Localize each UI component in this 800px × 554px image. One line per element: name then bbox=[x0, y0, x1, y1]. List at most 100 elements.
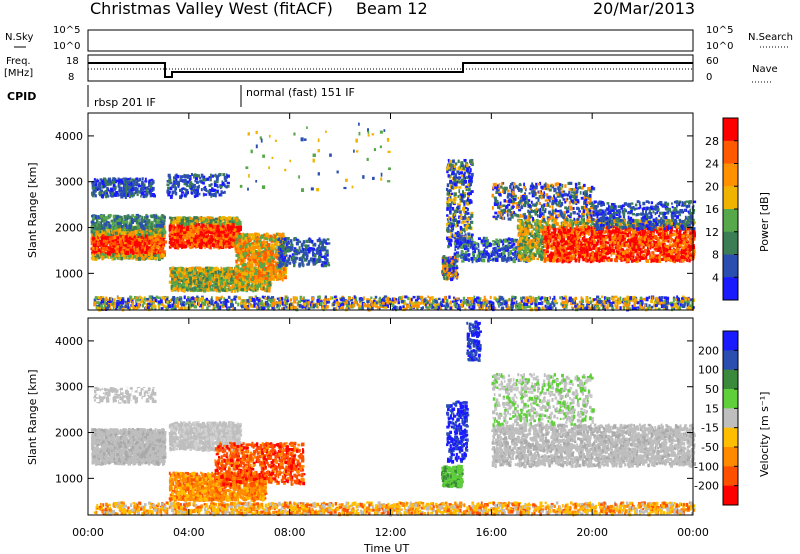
range-cell bbox=[191, 287, 194, 291]
range-cell bbox=[186, 236, 188, 240]
range-cell bbox=[205, 288, 208, 292]
range-cell bbox=[223, 225, 227, 228]
range-cell bbox=[224, 289, 227, 292]
cpid-program-2: normal (fast) 151 IF bbox=[246, 86, 355, 99]
range-cell bbox=[212, 224, 216, 228]
range-cell bbox=[124, 249, 127, 252]
range-cell bbox=[180, 266, 184, 270]
range-cell bbox=[189, 288, 192, 291]
range-cell bbox=[169, 223, 173, 227]
range-cell bbox=[187, 176, 190, 179]
range-cell bbox=[172, 217, 175, 222]
range-cell bbox=[136, 182, 139, 187]
range-cell bbox=[108, 234, 112, 238]
range-cell bbox=[211, 275, 214, 280]
range-cell bbox=[208, 192, 212, 196]
range-cell bbox=[160, 245, 164, 249]
range-cell bbox=[184, 269, 188, 272]
range-cell bbox=[191, 266, 195, 271]
range-cell bbox=[153, 241, 156, 245]
range-cell bbox=[178, 218, 182, 223]
range-cell bbox=[91, 233, 94, 238]
range-cell bbox=[92, 215, 95, 220]
range-cell bbox=[225, 242, 228, 246]
range-cell bbox=[206, 281, 209, 285]
freq-unit: [MHz] bbox=[4, 68, 33, 79]
range-cell bbox=[259, 258, 262, 261]
range-cell bbox=[196, 217, 200, 221]
range-cell bbox=[158, 227, 161, 231]
range-cell bbox=[193, 244, 196, 248]
range-cell bbox=[106, 228, 109, 233]
range-cell bbox=[218, 193, 221, 197]
range-cell bbox=[168, 245, 172, 249]
range-cell bbox=[168, 281, 171, 284]
range-cell bbox=[240, 281, 244, 286]
range-cell bbox=[175, 191, 178, 196]
range-cell bbox=[129, 231, 133, 235]
range-cell bbox=[176, 276, 179, 280]
range-cell bbox=[186, 280, 190, 284]
range-cell bbox=[204, 179, 207, 182]
range-cell bbox=[199, 240, 201, 244]
range-cell bbox=[201, 181, 204, 184]
range-cell bbox=[185, 220, 189, 224]
range-cell bbox=[97, 215, 100, 219]
range-cell bbox=[208, 230, 211, 234]
range-cell bbox=[98, 239, 103, 244]
range-cell bbox=[127, 241, 130, 245]
range-cell bbox=[190, 236, 194, 240]
range-cell bbox=[126, 224, 129, 228]
range-cell bbox=[134, 250, 136, 253]
range-cell bbox=[106, 232, 109, 236]
range-cell bbox=[194, 190, 197, 195]
range-cell bbox=[198, 271, 203, 276]
range-cell bbox=[102, 216, 107, 221]
range-cell bbox=[119, 250, 122, 254]
range-cell bbox=[203, 224, 206, 228]
range-cell bbox=[157, 229, 161, 233]
range-cell bbox=[250, 276, 252, 281]
range-cell bbox=[189, 242, 191, 246]
range-cell bbox=[94, 182, 98, 187]
range-cell bbox=[218, 237, 222, 241]
range-cell bbox=[238, 229, 241, 233]
range-cell bbox=[218, 219, 222, 223]
range-cell bbox=[212, 243, 215, 247]
range-cell bbox=[205, 282, 208, 287]
range-cell bbox=[95, 227, 98, 231]
range-cell bbox=[220, 284, 223, 287]
range-cell bbox=[182, 187, 185, 190]
range-cell bbox=[97, 241, 100, 246]
range-cell bbox=[190, 233, 192, 237]
range-cell bbox=[227, 216, 232, 221]
range-cell bbox=[98, 254, 102, 258]
range-cell bbox=[116, 221, 120, 226]
range-cell bbox=[142, 256, 145, 259]
range-cell bbox=[153, 254, 157, 257]
range-cell bbox=[139, 187, 143, 192]
range-cell bbox=[194, 176, 199, 181]
range-cell bbox=[226, 282, 230, 285]
range-cell bbox=[176, 216, 180, 221]
range-cell bbox=[212, 273, 216, 278]
range-cell bbox=[96, 188, 99, 191]
range-cell bbox=[139, 238, 142, 243]
range-cell bbox=[138, 177, 142, 182]
range-cell bbox=[185, 216, 189, 221]
range-cell bbox=[194, 226, 198, 230]
range-cell bbox=[94, 224, 98, 228]
date-label: 20/Mar/2013 bbox=[593, 0, 695, 18]
range-cell bbox=[169, 267, 172, 270]
range-cell bbox=[118, 237, 121, 242]
range-cell bbox=[194, 195, 196, 199]
range-cell bbox=[189, 229, 191, 232]
range-cell bbox=[195, 180, 199, 184]
range-cell bbox=[201, 272, 204, 276]
range-cell bbox=[209, 217, 213, 220]
range-cell bbox=[128, 186, 131, 189]
range-cell bbox=[124, 220, 127, 224]
range-cell bbox=[131, 183, 135, 187]
range-cell bbox=[160, 223, 163, 227]
range-cell bbox=[161, 237, 164, 240]
